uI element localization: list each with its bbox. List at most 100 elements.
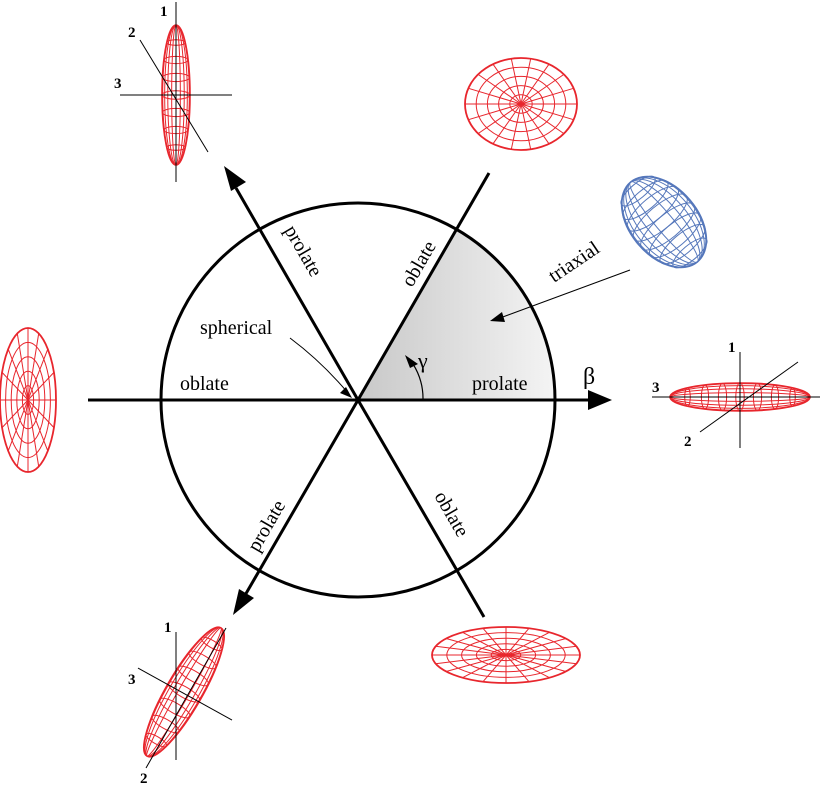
ellipsoid-spoke	[435, 654, 507, 665]
ellipsoid-spoke	[520, 103, 532, 150]
ellipsoid-spoke	[468, 103, 522, 121]
ellipsoid-meridian	[146, 627, 222, 757]
ellipsoid-spoke	[510, 103, 522, 150]
ellipsoid-spoke	[505, 638, 567, 656]
ellipsoid-spoke	[1, 372, 29, 401]
spherical-pointer	[289, 337, 349, 394]
right-axis-1: 1	[728, 340, 736, 356]
ellipsoid-ring	[188, 650, 217, 670]
ellipsoid-spoke	[520, 103, 550, 145]
ellipsoid-spoke	[482, 628, 507, 656]
right-axis-3: 3	[652, 380, 660, 396]
ellipsoid-spoke	[505, 628, 530, 656]
ellipsoid-spoke	[505, 654, 550, 679]
top-axis-3: 3	[114, 76, 122, 92]
spherical-pointer-arrowhead	[340, 387, 352, 398]
ellipsoid-spoke	[477, 73, 522, 105]
ellipsoid-outline	[620, 175, 708, 269]
ellipsoid-ring	[158, 697, 191, 719]
ellipsoid-spoke	[445, 654, 507, 672]
ellipsoid-spoke	[27, 348, 49, 401]
ellipsoid-spoke	[505, 645, 577, 656]
gamma-label: γ	[417, 348, 428, 373]
ellipsoid-spoke	[482, 654, 507, 682]
ellipsoid-meridian	[621, 176, 707, 268]
ellipsoid-spoke	[462, 654, 507, 679]
top-principal-axes	[120, 2, 232, 182]
triaxial-ellipsoid	[620, 175, 708, 269]
prolate-upper-axis	[234, 187, 360, 401]
ellipsoid-ring	[151, 714, 180, 734]
prolate-upper-arrowhead	[224, 166, 246, 191]
ellipsoid-spoke	[435, 645, 507, 656]
prolate-lower-arrowhead	[233, 589, 254, 615]
ellipsoid-spoke	[16, 399, 29, 467]
ellipsoid-spoke	[16, 333, 29, 401]
ellipsoid-spoke	[520, 58, 532, 105]
prolate-lower-label: prolate	[243, 496, 290, 555]
triaxial-pointer-arrowhead	[490, 312, 505, 322]
ellipsoid-ring	[200, 636, 223, 652]
ellipsoid-spoke	[510, 58, 522, 105]
beta-label: β	[583, 364, 595, 390]
gamma-arc-arrowhead	[405, 355, 418, 368]
ellipsoid-spoke	[1, 399, 29, 428]
ellipsoid-spoke	[27, 372, 55, 401]
bottom-principal-axes	[137, 627, 233, 769]
ellipsoid-spoke	[505, 654, 577, 665]
ellipsoid-ring	[648, 212, 702, 259]
right-principal-axes	[652, 352, 820, 448]
ellipsoid-ring	[640, 202, 696, 251]
right-axis-2: 2	[684, 434, 692, 450]
bottom-axis-3: 3	[128, 672, 136, 688]
ellipsoid-spoke	[520, 103, 574, 121]
ellipsoid-spoke	[520, 87, 574, 105]
ellipsoid-outline	[143, 626, 225, 758]
top-axis-2: 2	[128, 25, 136, 41]
ellipsoid-spoke	[520, 103, 565, 135]
ellipsoid-ring	[167, 681, 201, 703]
ellipsoid-spoke	[505, 631, 550, 656]
triaxial-label: triaxial	[544, 237, 604, 287]
ellipsoid-spoke	[492, 63, 522, 105]
top-axis-1: 1	[160, 4, 168, 20]
triaxial-pointer	[499, 269, 631, 319]
ellipsoid-spoke	[7, 399, 29, 452]
ellipsoid-meridian	[144, 627, 224, 757]
ellipsoid-ring	[177, 665, 210, 687]
ellipsoid-spoke	[477, 103, 522, 135]
prolate-right-label: prolate	[472, 373, 528, 395]
ellipsoid-spoke	[520, 73, 565, 105]
prolate-ellipsoid-bottom-left	[143, 626, 225, 758]
ellipsoid-spoke	[462, 631, 507, 656]
ellipsoid-ring	[620, 175, 656, 207]
prolate-lower-axis	[242, 399, 360, 598]
ellipsoid-spoke	[27, 399, 49, 452]
spherical-label: spherical	[200, 317, 273, 339]
oblate-lower-axis	[356, 399, 486, 618]
oblate-ellipsoid-upper-right	[464, 57, 578, 151]
ellipsoid-ring	[145, 732, 168, 748]
ellipsoid-spoke	[445, 638, 507, 656]
ellipsoid-spoke	[7, 348, 29, 401]
ellipsoid-meridian	[629, 181, 699, 263]
ellipsoid-spoke	[492, 103, 522, 145]
ellipsoid-spoke	[520, 63, 550, 105]
ellipsoid-spoke	[505, 654, 530, 682]
oblate-left-label: oblate	[180, 373, 229, 395]
ellipsoid-ring	[659, 223, 706, 265]
ellipsoid-ring	[622, 179, 669, 221]
ellipsoid-spoke	[27, 399, 40, 467]
prolate-upper-label: prolate	[280, 222, 327, 281]
oblate-ellipsoid-left	[0, 327, 57, 473]
ellipsoid-spoke	[505, 654, 567, 672]
beta-axis-arrowhead	[588, 390, 612, 410]
ellipsoid-spoke	[468, 87, 522, 105]
bottom-axis-2: 2	[140, 771, 148, 786]
ellipsoid-spoke	[27, 399, 55, 428]
oblate-upper-axis	[356, 172, 491, 401]
ellipsoid-spoke	[27, 333, 40, 401]
ellipsoid-ring	[672, 237, 708, 269]
